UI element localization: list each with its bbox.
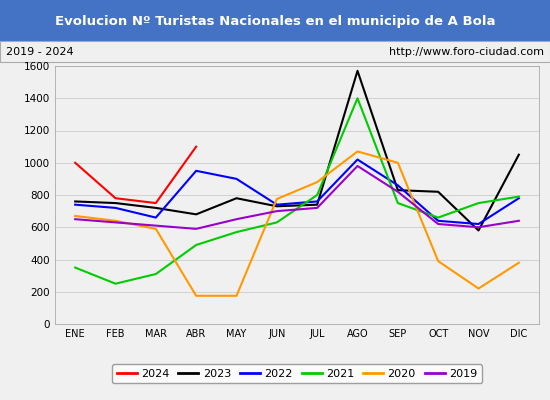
Legend: 2024, 2023, 2022, 2021, 2020, 2019: 2024, 2023, 2022, 2021, 2020, 2019 bbox=[112, 364, 482, 383]
Text: http://www.foro-ciudad.com: http://www.foro-ciudad.com bbox=[389, 47, 544, 57]
Text: 2019 - 2024: 2019 - 2024 bbox=[6, 47, 73, 57]
Text: Evolucion Nº Turistas Nacionales en el municipio de A Bola: Evolucion Nº Turistas Nacionales en el m… bbox=[55, 14, 495, 28]
